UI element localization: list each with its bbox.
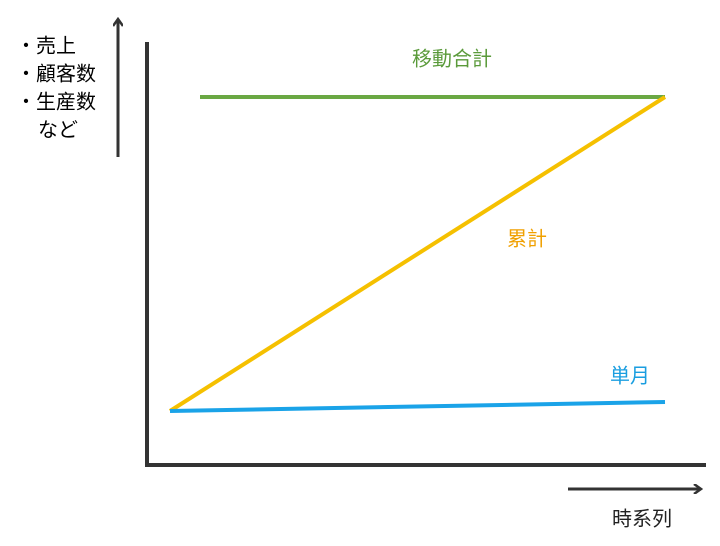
y-label-item: ・顧客数 — [16, 62, 96, 86]
y-label-item: など — [38, 118, 78, 142]
cumulative-label: 累計 — [507, 227, 547, 251]
monthly-line — [169, 400, 666, 413]
cumulative-line — [168, 95, 667, 413]
y-label-item: ・売上 — [16, 34, 76, 58]
x-label: 時系列 — [612, 507, 672, 531]
y-label-item: ・生産数 — [16, 90, 96, 114]
monthly-label: 単月 — [610, 364, 650, 388]
moving-total-label: 移動合計 — [412, 47, 492, 71]
